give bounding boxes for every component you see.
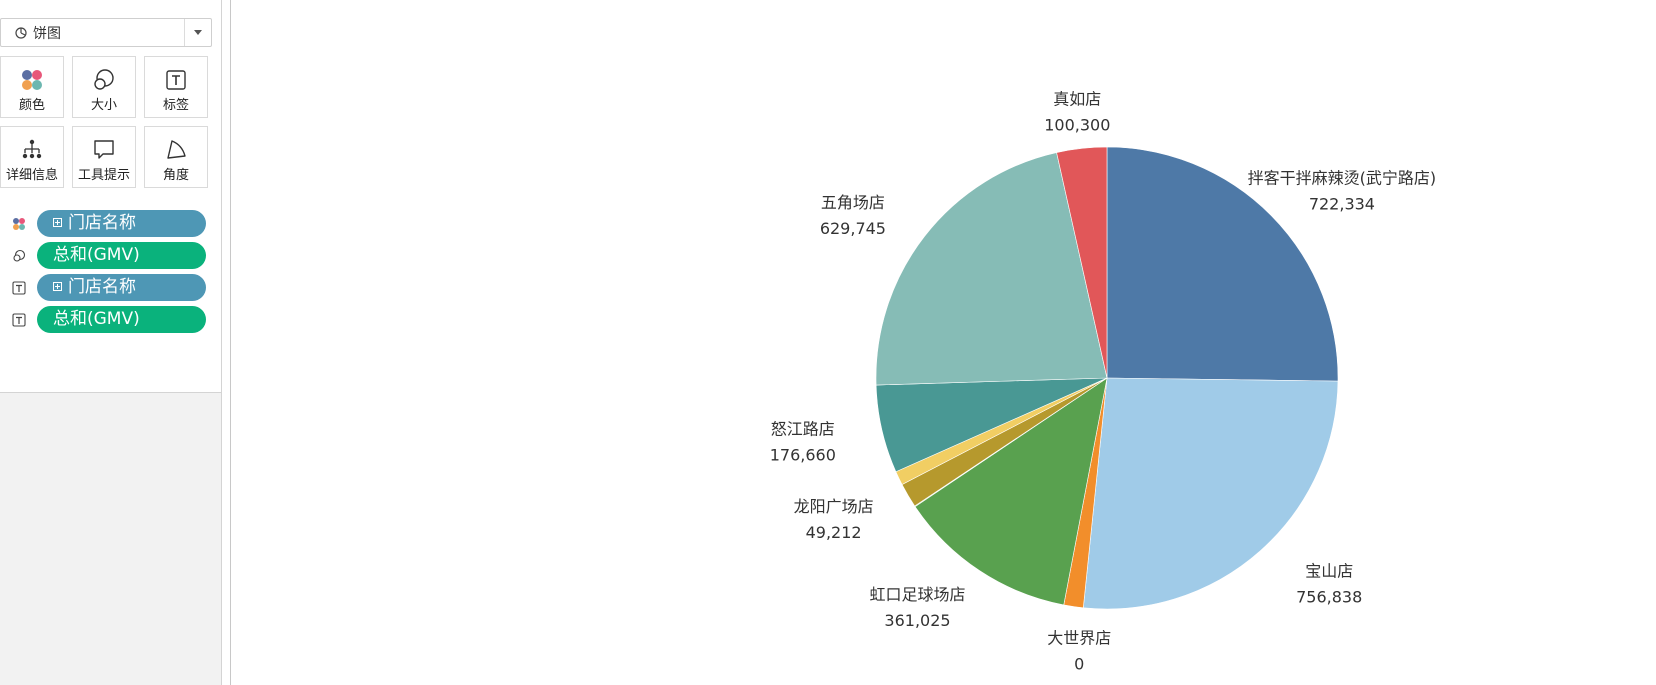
text-label-icon bbox=[12, 281, 26, 295]
store-name-label-pill[interactable]: 门店名称 bbox=[37, 274, 206, 301]
slice-label: 大世界店 bbox=[1047, 629, 1111, 648]
color-icon bbox=[22, 70, 42, 90]
mark-type-dropdown[interactable]: 饼图 bbox=[0, 18, 212, 47]
expand-icon[interactable] bbox=[53, 282, 62, 291]
label-label: 标签 bbox=[162, 98, 189, 113]
tooltip-icon bbox=[94, 140, 114, 159]
slice-value-label: 756,838 bbox=[1296, 587, 1362, 606]
text-label-icon bbox=[12, 313, 26, 327]
slice-value-label: 722,334 bbox=[1309, 195, 1375, 214]
shelf-row-color: 门店名称 bbox=[0, 210, 212, 237]
text-label-icon bbox=[166, 70, 186, 90]
pie-slice[interactable] bbox=[1106, 146, 1339, 382]
tooltip-label: 工具提示 bbox=[77, 168, 130, 183]
label-button[interactable]: 标签 bbox=[144, 56, 208, 118]
angle-button[interactable]: 角度 bbox=[144, 126, 208, 188]
slice-label: 真如店 bbox=[1053, 90, 1101, 109]
pie-slice[interactable] bbox=[875, 152, 1108, 386]
size-button[interactable]: 大小 bbox=[72, 56, 136, 118]
left-panel-background bbox=[0, 393, 222, 685]
shelf-row-label: 门店名称 bbox=[0, 274, 212, 301]
detail-button[interactable]: 详细信息 bbox=[0, 126, 64, 188]
slice-label: 虹口足球场店 bbox=[869, 585, 965, 604]
color-icon bbox=[13, 218, 25, 230]
angle-icon bbox=[167, 140, 186, 159]
slice-value-label: 100,300 bbox=[1044, 116, 1110, 135]
pie-slice[interactable] bbox=[1082, 377, 1339, 610]
slice-label: 拌客干拌麻辣烫(武宁路店) bbox=[1248, 169, 1437, 188]
expand-icon[interactable] bbox=[53, 218, 62, 227]
chevron-down-icon[interactable] bbox=[184, 19, 211, 46]
size-icon bbox=[94, 69, 114, 90]
slice-label: 龙阳广场店 bbox=[794, 497, 874, 516]
detail-icon bbox=[22, 139, 42, 159]
tooltip-button[interactable]: 工具提示 bbox=[72, 126, 136, 188]
slice-value-label: 0 bbox=[1074, 655, 1084, 674]
pie-slice[interactable] bbox=[1056, 146, 1108, 379]
pie-slice[interactable] bbox=[914, 377, 1108, 606]
angle-label: 角度 bbox=[162, 168, 189, 183]
gmv-size-pill[interactable]: 总和(GMV) bbox=[37, 242, 206, 269]
detail-label: 详细信息 bbox=[5, 168, 58, 183]
slice-value-label: 629,745 bbox=[820, 219, 886, 238]
shelf-row-size: 总和(GMV) bbox=[0, 242, 212, 269]
shelf-row-label-2: 总和(GMV) bbox=[0, 306, 212, 333]
size-label: 大小 bbox=[90, 98, 117, 113]
slice-label: 五角场店 bbox=[821, 193, 885, 212]
color-button[interactable]: 颜色 bbox=[0, 56, 64, 118]
gmv-label-pill[interactable]: 总和(GMV) bbox=[37, 306, 206, 333]
panel-divider[interactable] bbox=[230, 0, 231, 685]
pie-icon bbox=[15, 26, 27, 39]
store-name-color-pill[interactable]: 门店名称 bbox=[37, 210, 206, 237]
marks-card: 饼图 颜色 大小 标签 详细信息 bbox=[0, 0, 222, 393]
color-label: 颜色 bbox=[18, 98, 45, 113]
slice-label: 宝山店 bbox=[1305, 561, 1353, 580]
slice-label: 怒江路店 bbox=[771, 419, 835, 438]
slice-value-label: 176,660 bbox=[770, 445, 836, 464]
mark-type-label: 饼图 bbox=[33, 25, 61, 42]
slice-value-label: 49,212 bbox=[806, 523, 862, 542]
size-icon bbox=[13, 249, 26, 262]
slice-value-label: 361,025 bbox=[884, 611, 950, 630]
